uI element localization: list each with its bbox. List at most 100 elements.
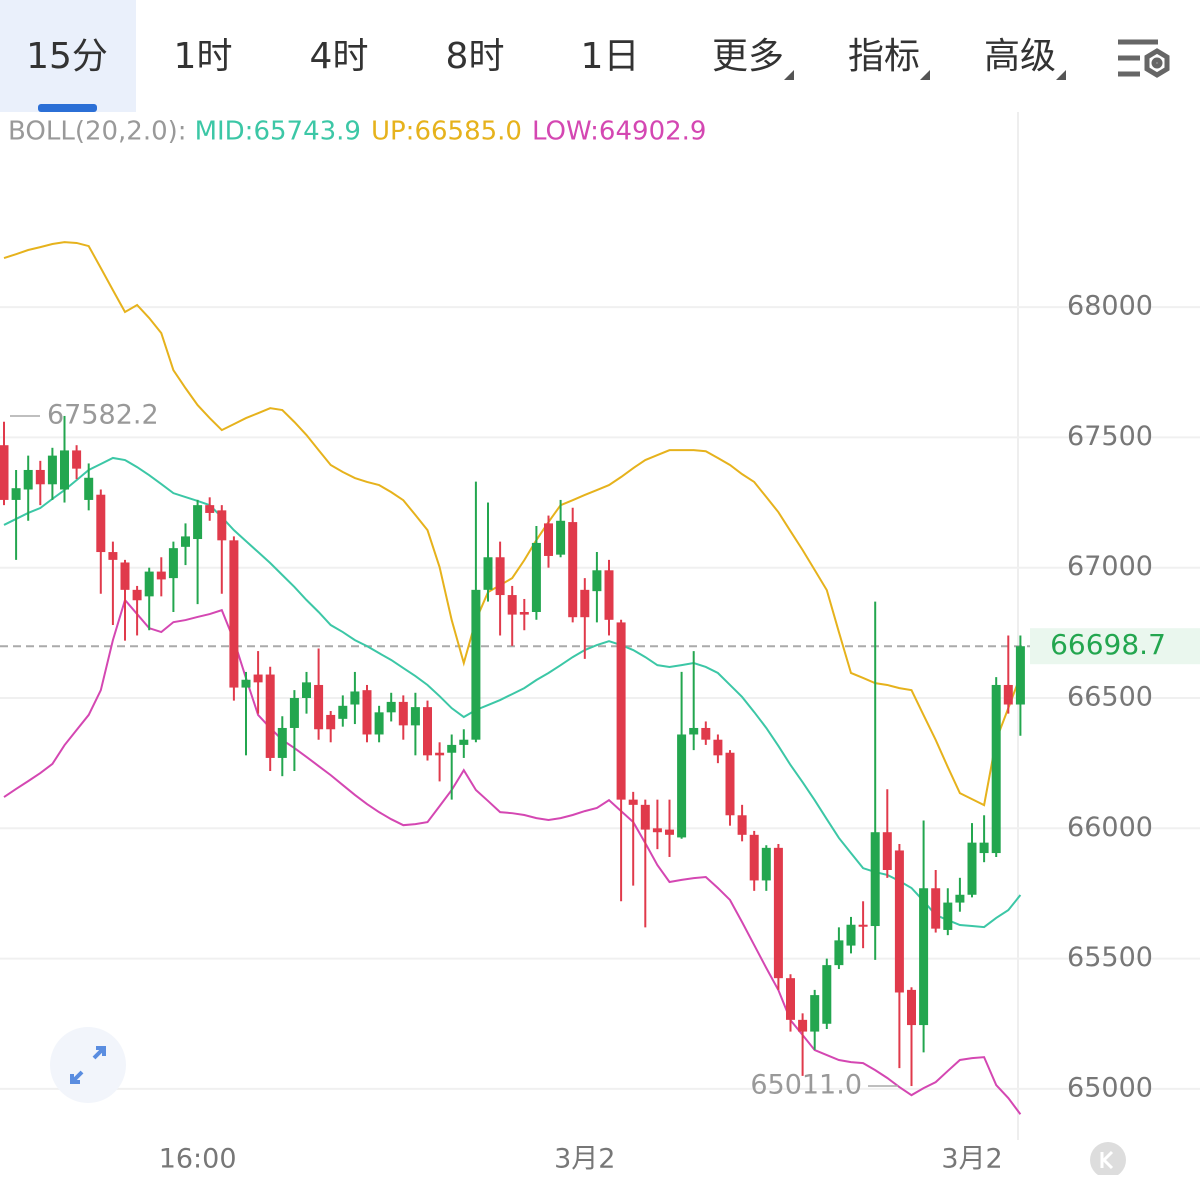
candle-body <box>931 888 941 929</box>
y-tick-label: 65500 <box>1067 942 1153 973</box>
candle-body <box>253 674 263 683</box>
candle-body <box>47 455 57 485</box>
candle-body <box>84 477 94 500</box>
candle-body <box>205 505 215 513</box>
candle-body <box>907 989 916 1026</box>
candle-body <box>0 445 9 500</box>
min-label: 65011.0 <box>750 1070 862 1101</box>
candle-body <box>749 834 759 881</box>
x-tick-label: 16:00 <box>159 1144 237 1175</box>
candle-body <box>1015 646 1025 705</box>
candle-body <box>265 674 275 758</box>
candle-body <box>193 505 203 540</box>
candle-body <box>241 679 251 688</box>
x-tick-label: 3月2 <box>941 1144 1002 1175</box>
candle-body <box>144 571 154 597</box>
candle-body <box>374 712 384 735</box>
candle-body <box>314 684 324 730</box>
candle-body <box>35 469 45 485</box>
candle-body <box>846 924 856 946</box>
candle-body <box>302 682 311 698</box>
candle-body <box>531 542 541 612</box>
y-tick-label: 65000 <box>1067 1072 1153 1103</box>
candle-body <box>677 734 687 838</box>
tab[interactable]: 15分 <box>26 36 108 77</box>
candle-body <box>955 894 965 903</box>
last-price-label: 66698.7 <box>1050 628 1166 661</box>
candle-body <box>447 744 457 753</box>
logo-badge <box>1090 1142 1126 1178</box>
candle-body <box>991 684 1001 854</box>
candle-body <box>894 850 904 993</box>
indicator-value: LOW:64902.9 <box>532 117 706 147</box>
boll-line <box>3 241 1022 807</box>
candle-body <box>568 522 578 618</box>
candle-body <box>628 799 638 805</box>
candle-body <box>23 469 33 490</box>
candle-body <box>11 488 21 500</box>
candle-body <box>652 828 662 833</box>
y-tick-label: 68000 <box>1067 291 1153 322</box>
candle-body <box>120 562 130 590</box>
settings-icon[interactable] <box>1118 39 1170 78</box>
candle-body <box>870 832 880 927</box>
dropdown-arrow <box>1056 70 1066 80</box>
candle-body <box>362 690 372 735</box>
candle-body <box>168 548 178 579</box>
candle-body <box>604 570 614 620</box>
candle-body <box>556 520 566 555</box>
candle-body <box>737 815 747 835</box>
candle-body <box>326 714 336 730</box>
x-tick-label: 3月2 <box>554 1144 615 1175</box>
candle-body <box>350 691 360 705</box>
tab[interactable]: 1时 <box>174 36 233 77</box>
tab[interactable]: 高级 <box>984 36 1056 77</box>
candle-body <box>519 611 529 615</box>
indicator-value: MID:65743.9 <box>195 117 361 147</box>
candle-body <box>229 540 239 688</box>
dropdown-arrow <box>784 70 794 80</box>
y-tick-label: 67000 <box>1067 551 1153 582</box>
y-tick-label: 66500 <box>1067 681 1153 712</box>
tab[interactable]: 更多 <box>712 36 784 77</box>
candle-body <box>858 924 868 927</box>
boll-line <box>3 597 1022 1115</box>
candle-body <box>919 888 929 1026</box>
candle-body <box>507 595 517 615</box>
candle-body <box>156 571 166 580</box>
candle-body <box>798 1019 808 1032</box>
candle-body <box>96 494 106 553</box>
candle-body <box>338 705 348 719</box>
candle-body <box>459 739 469 745</box>
candle-body <box>483 557 493 590</box>
candle-body <box>544 523 553 556</box>
tab[interactable]: 指标 <box>848 36 920 77</box>
candle-body <box>217 510 227 541</box>
y-tick-label: 66000 <box>1067 812 1153 843</box>
tab[interactable]: 1日 <box>581 36 640 77</box>
candle-body <box>72 450 82 469</box>
active-tab-bg <box>0 0 136 112</box>
tab[interactable]: 8时 <box>446 36 505 77</box>
candle-body <box>132 589 142 601</box>
boll-line <box>3 456 1022 929</box>
candle-body <box>386 701 396 713</box>
candle-body <box>882 832 892 871</box>
candle-body <box>410 707 420 726</box>
candle-body <box>786 978 795 1020</box>
candle-body <box>773 847 783 979</box>
candle-body <box>616 622 626 800</box>
indicator-name: BOLL(20,2.0): <box>8 117 187 147</box>
candle-body <box>495 557 505 596</box>
candle-body <box>435 752 445 756</box>
plot: 65000 65500 66000 66500 67000 67500 68000 16:00… <box>0 241 1200 1175</box>
timeframe-tabs: 15分 1时 4时 8时 1日 更多 指标 高级 <box>26 36 1066 80</box>
candle-body <box>761 847 771 881</box>
candle-body <box>108 552 118 560</box>
candle-body <box>713 739 723 756</box>
candle-body <box>471 589 481 740</box>
indicator-value: UP:66585.0 <box>371 117 522 147</box>
candle-body <box>822 965 832 1024</box>
tab[interactable]: 4时 <box>310 36 369 77</box>
expand-button[interactable] <box>50 1027 126 1103</box>
